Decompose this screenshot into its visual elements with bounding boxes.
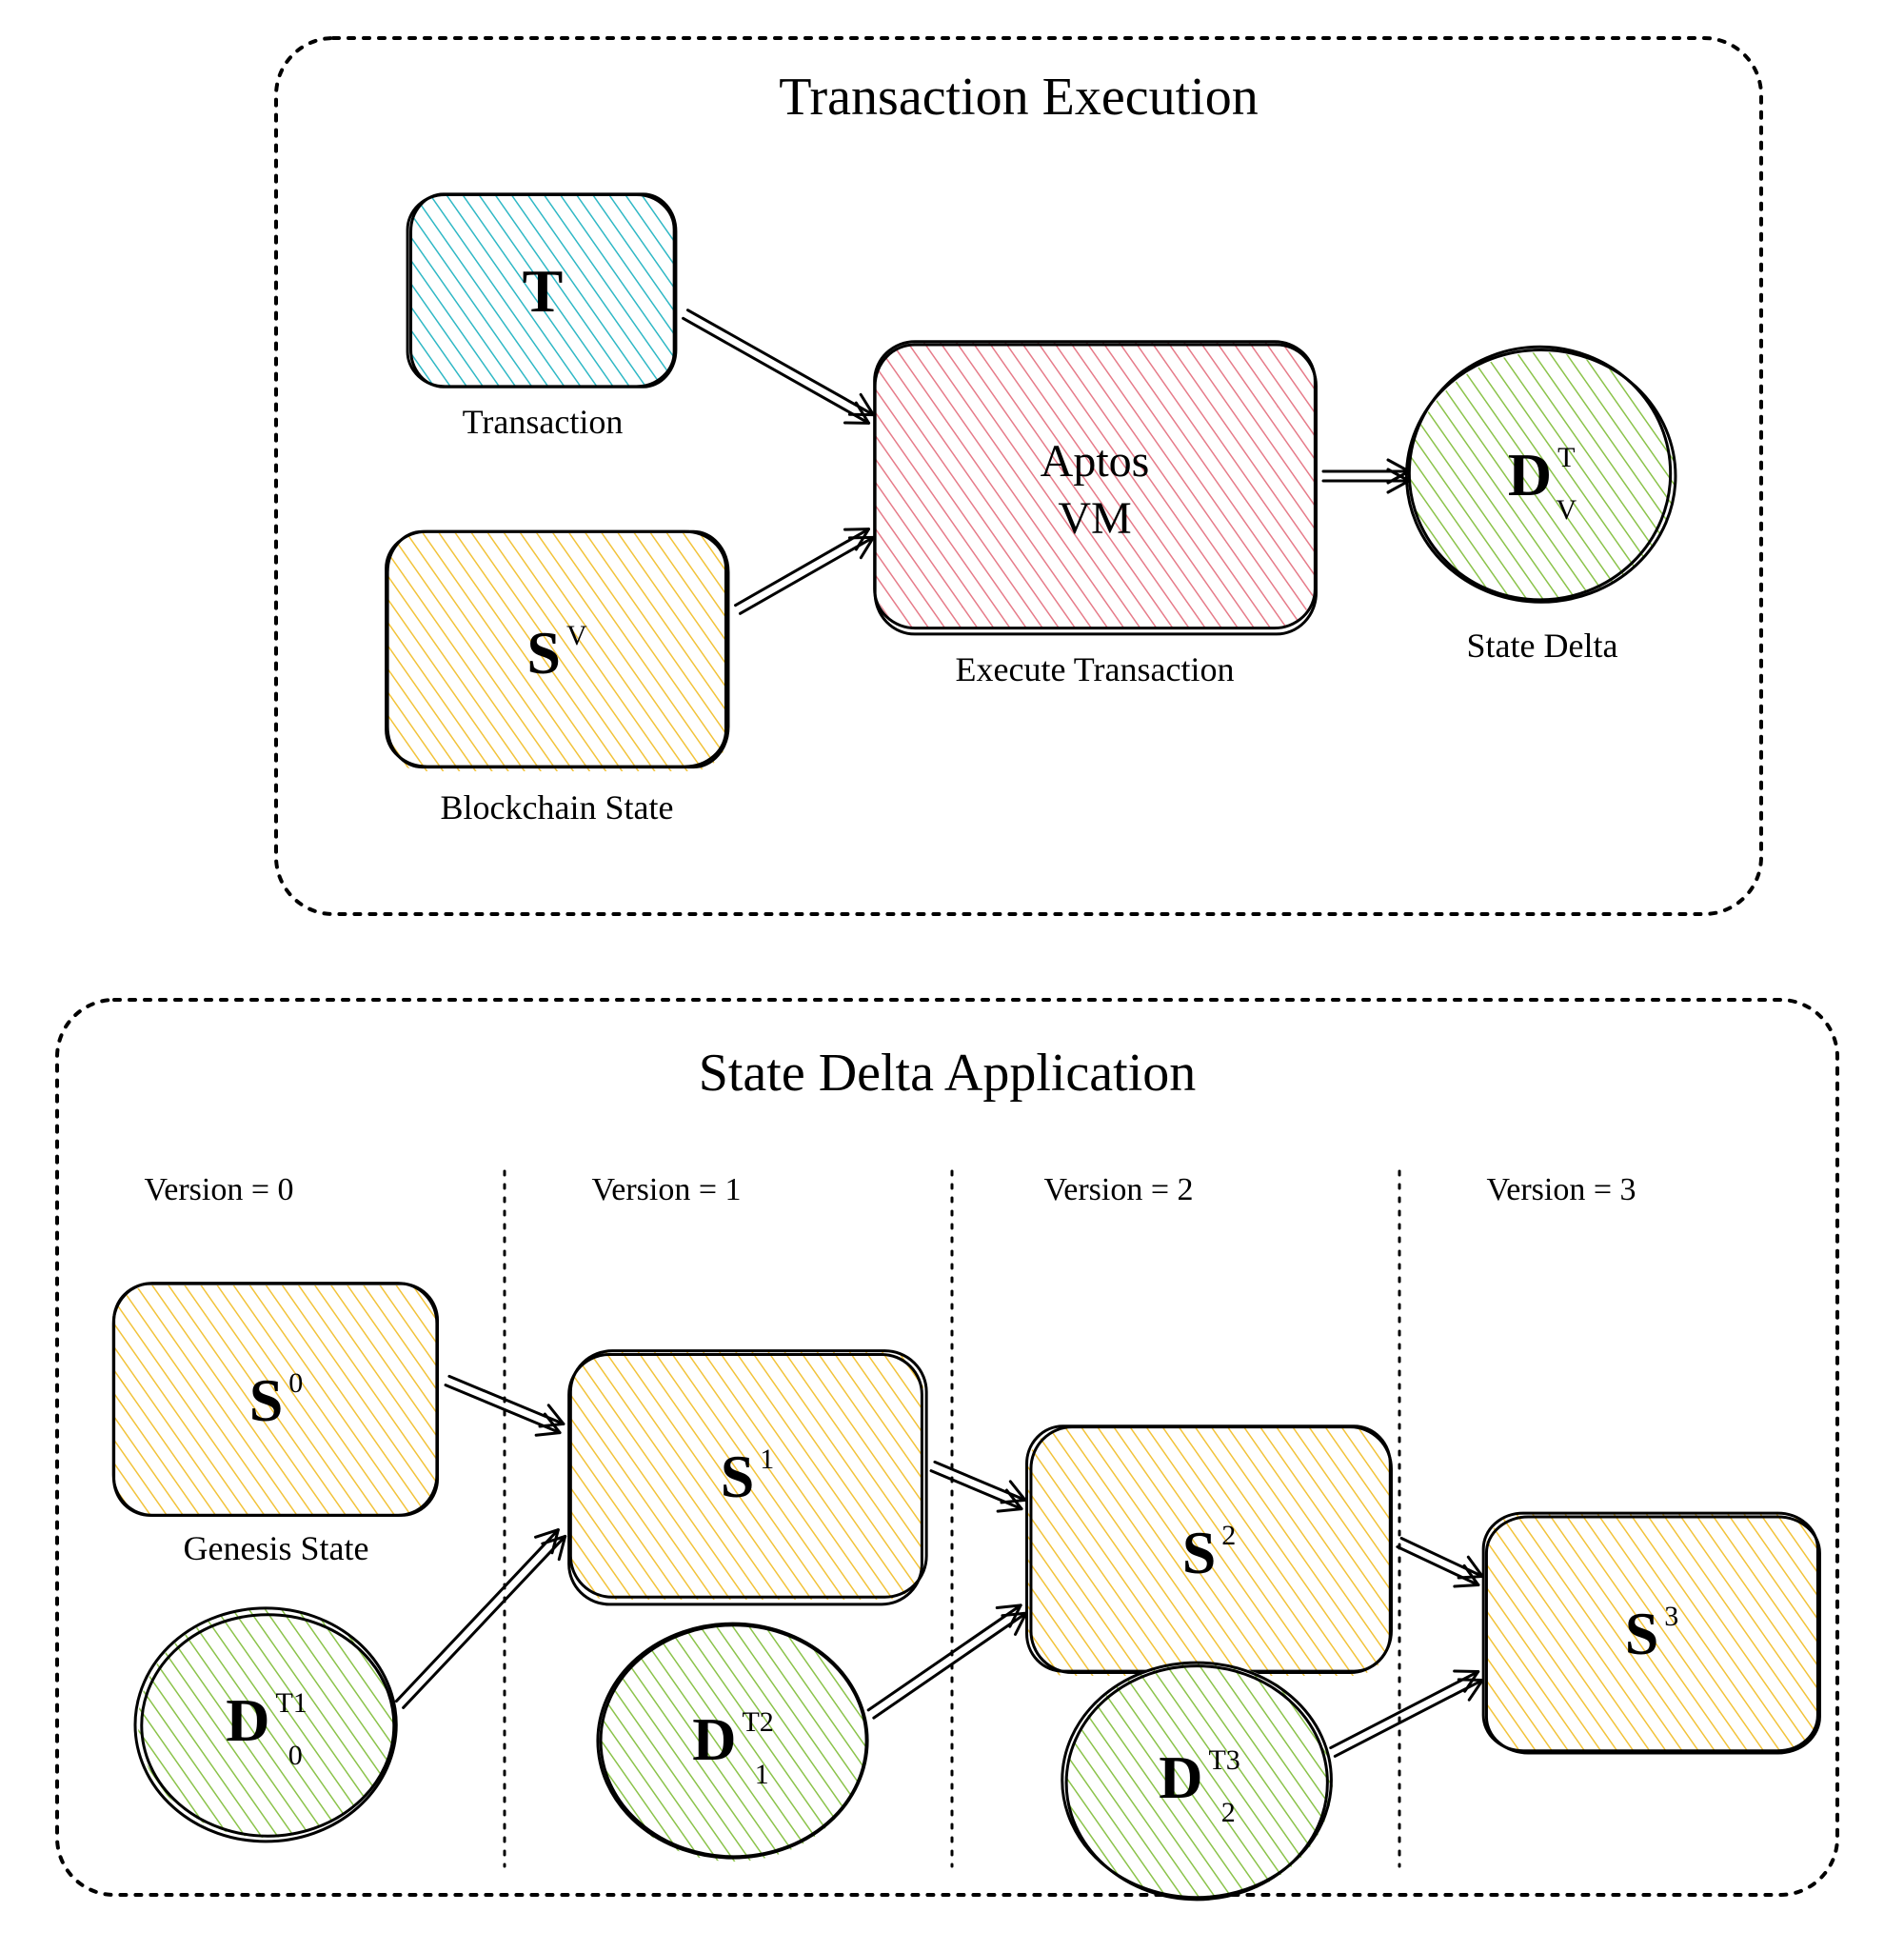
node-aptos-vm — [875, 342, 1317, 634]
arrow-bot-3 — [868, 1605, 1026, 1718]
svg-text:Transaction: Transaction — [463, 403, 624, 441]
svg-text:T: T — [523, 257, 564, 325]
title-transaction-execution: Transaction Execution — [779, 68, 1258, 127]
svg-text:Execute Transaction: Execute Transaction — [956, 650, 1235, 688]
arrow-bot-5 — [1331, 1671, 1483, 1756]
version-label-3: Version = 3 — [1486, 1172, 1636, 1207]
version-label-2: Version = 2 — [1043, 1172, 1193, 1207]
arrow-bot-4 — [1398, 1538, 1482, 1586]
arrow-bot-1 — [396, 1530, 565, 1708]
arrow-top-0 — [684, 310, 874, 424]
arrow-top-2 — [1323, 460, 1409, 492]
svg-text:Genesis State: Genesis State — [184, 1529, 369, 1567]
arrow-bot-2 — [931, 1462, 1025, 1511]
version-label-0: Version = 0 — [144, 1172, 293, 1207]
svg-text:Aptos: Aptos — [1041, 436, 1150, 487]
title-state-delta-application: State Delta Application — [699, 1044, 1197, 1103]
version-label-1: Version = 1 — [591, 1172, 741, 1207]
arrow-top-1 — [736, 529, 874, 614]
svg-text:VM: VM — [1058, 493, 1131, 544]
svg-text:Blockchain State: Blockchain State — [441, 788, 674, 827]
svg-text:State Delta: State Delta — [1467, 627, 1618, 665]
